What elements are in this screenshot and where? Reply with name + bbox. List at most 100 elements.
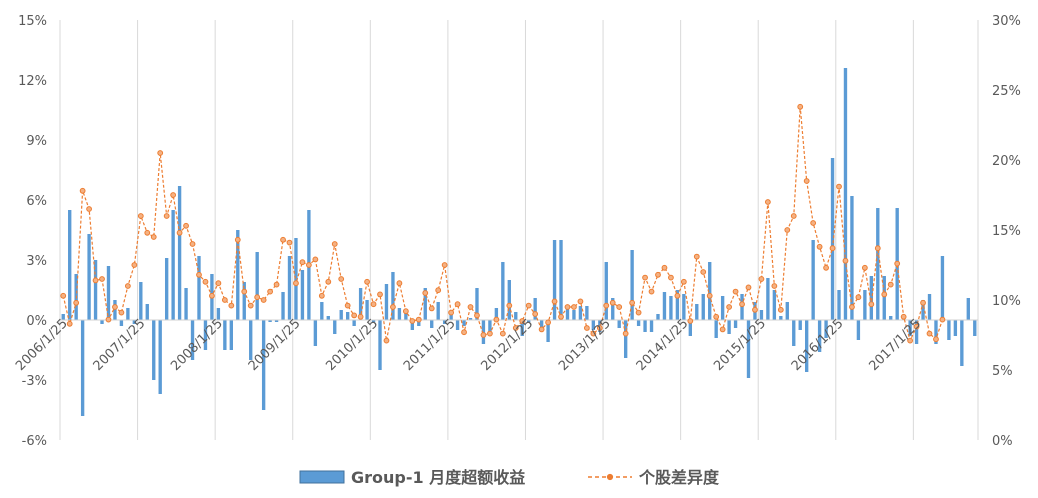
bar xyxy=(313,320,318,346)
line-point xyxy=(668,274,674,281)
bar xyxy=(792,320,796,346)
bar xyxy=(475,288,479,320)
x-tick-label: 2009/1/25 xyxy=(246,316,304,374)
bar xyxy=(552,240,557,320)
line-point xyxy=(150,234,157,240)
bar xyxy=(100,320,104,324)
line-point xyxy=(674,292,681,299)
line-point xyxy=(583,325,590,331)
bar xyxy=(623,320,628,358)
bar xyxy=(947,320,951,340)
x-tick-label: 2016/1/25 xyxy=(789,316,847,374)
line-point xyxy=(79,187,86,194)
line-point xyxy=(920,299,926,306)
line-point xyxy=(803,178,810,184)
right-tick-label: 10% xyxy=(992,294,1021,309)
line-point xyxy=(435,287,442,294)
bar xyxy=(695,304,699,320)
bar xyxy=(759,310,764,320)
bar xyxy=(682,294,686,320)
bar xyxy=(326,316,330,320)
bar xyxy=(236,230,240,320)
left-tick-label: 6% xyxy=(26,194,47,209)
bar xyxy=(882,276,886,320)
line-point xyxy=(377,291,383,298)
line-point xyxy=(480,332,487,338)
line-point xyxy=(196,271,202,278)
bar xyxy=(546,320,550,342)
bar xyxy=(649,320,654,332)
right-tick-label: 0% xyxy=(992,434,1013,449)
bar xyxy=(281,292,285,320)
bar xyxy=(772,290,777,320)
line-point xyxy=(887,281,894,288)
line-point xyxy=(86,206,92,212)
bar xyxy=(203,320,208,350)
line-point xyxy=(66,320,73,327)
bar xyxy=(501,262,505,320)
left-y-axis: 15% 12% 9% 6% 3% 0% -3% -6% xyxy=(18,14,47,449)
line-point xyxy=(170,192,177,198)
bar xyxy=(139,282,143,320)
bar xyxy=(914,320,919,344)
bar xyxy=(391,272,395,320)
line-point xyxy=(499,330,506,337)
bar xyxy=(371,320,376,322)
bar xyxy=(365,300,369,320)
bar xyxy=(261,320,266,410)
x-tick-label: 2011/1/25 xyxy=(401,316,459,374)
line-point xyxy=(648,288,655,295)
line-point xyxy=(616,304,623,310)
bar xyxy=(675,290,680,320)
line-point xyxy=(849,304,855,310)
line-point xyxy=(202,278,209,285)
bar xyxy=(805,320,809,372)
line-series xyxy=(60,103,946,344)
line-point xyxy=(512,325,519,331)
bar xyxy=(520,320,524,336)
line-point xyxy=(293,280,299,287)
bar xyxy=(927,294,932,320)
bar xyxy=(184,288,188,320)
bar xyxy=(669,296,673,320)
bar xyxy=(830,158,835,320)
left-tick-label: 9% xyxy=(26,134,47,149)
bar xyxy=(585,306,589,320)
x-tick-label: 2008/1/25 xyxy=(168,316,226,374)
line-point xyxy=(745,284,752,291)
bar xyxy=(811,240,815,320)
line-point xyxy=(254,294,261,301)
x-tick-label: 2010/1/25 xyxy=(323,316,381,374)
line-point xyxy=(351,312,358,319)
line-point xyxy=(364,278,370,285)
bar xyxy=(255,252,259,320)
bar xyxy=(514,312,518,320)
legend-bar-label: Group-1 月度超额收益 xyxy=(351,468,525,487)
line-point xyxy=(92,277,99,284)
bar xyxy=(527,320,531,322)
right-tick-label: 15% xyxy=(992,224,1021,239)
bar xyxy=(294,238,298,320)
line-point xyxy=(603,302,610,309)
bar xyxy=(940,256,945,320)
line-point xyxy=(454,301,461,308)
line-point xyxy=(687,318,694,324)
line-point xyxy=(538,326,545,333)
line-point xyxy=(564,304,571,310)
bar xyxy=(132,320,137,324)
bar xyxy=(216,308,221,320)
line-point xyxy=(209,292,215,299)
line-point xyxy=(855,294,862,301)
bar xyxy=(358,288,363,320)
bar xyxy=(287,256,292,320)
bar xyxy=(171,210,175,320)
bar xyxy=(533,298,537,320)
bar xyxy=(177,186,182,320)
line-point xyxy=(913,323,920,330)
line-point xyxy=(105,316,112,323)
bar xyxy=(333,320,337,334)
bar xyxy=(908,320,912,336)
line-point xyxy=(124,283,131,289)
bar xyxy=(727,320,731,334)
bar xyxy=(876,208,880,320)
